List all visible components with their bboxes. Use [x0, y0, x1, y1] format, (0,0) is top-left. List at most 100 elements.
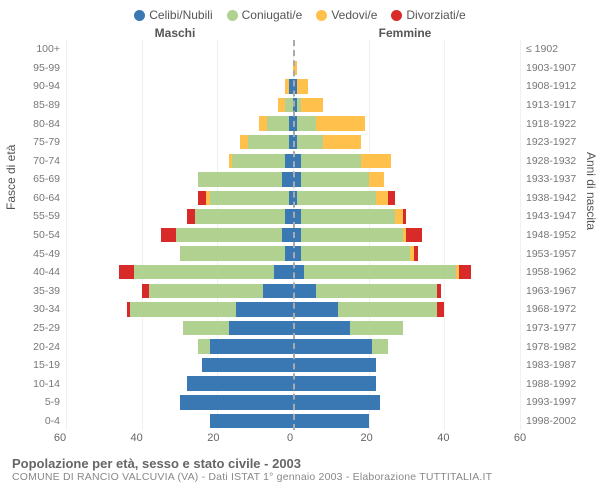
birthyear-tick: 1948-1952 — [526, 226, 592, 245]
segment — [301, 154, 362, 168]
birthyear-tick: ≤ 1902 — [526, 40, 592, 59]
population-pyramid-chart: Celibi/Nubili Coniugati/e Vedovi/e Divorzia… — [0, 0, 600, 500]
x-tick: 40 — [437, 432, 449, 444]
female-bar — [293, 172, 520, 186]
segment — [187, 376, 293, 390]
male-bar — [66, 98, 293, 112]
segment — [149, 284, 263, 298]
segment — [210, 191, 289, 205]
male-bar — [66, 284, 293, 298]
age-tick: 5-9 — [8, 393, 60, 412]
segment — [176, 228, 282, 242]
birthyear-tick: 1988-1992 — [526, 374, 592, 393]
segment — [293, 358, 376, 372]
female-bar — [293, 61, 520, 75]
birthyear-tick: 1903-1907 — [526, 59, 592, 78]
legend-item: Divorziati/e — [391, 8, 465, 22]
segment — [369, 172, 384, 186]
male-bar — [66, 135, 293, 149]
side-titles: Maschi Femmine — [0, 26, 600, 40]
age-tick: 70-74 — [8, 151, 60, 170]
segment — [198, 191, 206, 205]
plot-area: 100+95-9990-9485-8980-8475-7970-7465-696… — [0, 40, 600, 430]
age-tick: 0-4 — [8, 412, 60, 431]
segment — [282, 228, 293, 242]
segment — [229, 321, 293, 335]
female-bar — [293, 321, 520, 335]
segment — [297, 191, 376, 205]
female-title: Femmine — [290, 26, 600, 40]
segment — [293, 321, 350, 335]
x-tick: 20 — [361, 432, 373, 444]
chart-title: Popolazione per età, sesso e stato civil… — [12, 456, 588, 471]
segment — [198, 339, 209, 353]
birthyear-tick: 1993-1997 — [526, 393, 592, 412]
x-tick: 20 — [207, 432, 219, 444]
age-tick: 60-64 — [8, 189, 60, 208]
female-bar — [293, 154, 520, 168]
segment — [301, 209, 396, 223]
male-bar — [66, 376, 293, 390]
male-bar — [66, 116, 293, 130]
male-bar — [66, 321, 293, 335]
age-tick: 100+ — [8, 40, 60, 59]
legend-swatch — [391, 10, 402, 21]
birthyear-tick: 1973-1977 — [526, 319, 592, 338]
segment — [338, 302, 436, 316]
birthyear-tick: 1978-1982 — [526, 337, 592, 356]
age-tick: 40-44 — [8, 263, 60, 282]
female-bar — [293, 284, 520, 298]
legend-swatch — [227, 10, 238, 21]
birthyear-tick: 1933-1937 — [526, 170, 592, 189]
footer: Popolazione per età, sesso e stato civil… — [0, 450, 600, 483]
segment — [198, 172, 281, 186]
female-bar — [293, 228, 520, 242]
legend-label: Celibi/Nubili — [149, 8, 212, 22]
male-bar — [66, 191, 293, 205]
birthyear-tick: 1963-1967 — [526, 282, 592, 301]
segment — [316, 284, 437, 298]
segment — [372, 339, 387, 353]
birthyear-tick: 1968-1972 — [526, 300, 592, 319]
segment — [285, 98, 293, 112]
segment — [437, 284, 441, 298]
female-bar — [293, 358, 520, 372]
x-tick: 0 — [287, 432, 293, 444]
female-bar — [293, 414, 520, 428]
age-tick: 35-39 — [8, 282, 60, 301]
female-bar — [293, 135, 520, 149]
legend-item: Coniugati/e — [227, 8, 303, 22]
male-bar — [66, 414, 293, 428]
male-bar — [66, 172, 293, 186]
x-tick: 40 — [131, 432, 143, 444]
age-tick: 25-29 — [8, 319, 60, 338]
age-tick: 10-14 — [8, 374, 60, 393]
segment — [350, 321, 403, 335]
x-tick: 60 — [514, 432, 526, 444]
male-bar — [66, 395, 293, 409]
center-line — [293, 40, 295, 430]
female-bar — [293, 395, 520, 409]
segment — [403, 209, 407, 223]
segment — [285, 209, 293, 223]
segment — [297, 79, 308, 93]
legend-label: Coniugati/e — [242, 8, 303, 22]
male-bar — [66, 246, 293, 260]
segment — [293, 302, 338, 316]
chart-subtitle: COMUNE DI RANCIO VALCUVIA (VA) - Dati IS… — [12, 471, 588, 483]
age-tick: 20-24 — [8, 337, 60, 356]
age-tick: 75-79 — [8, 133, 60, 152]
birthyear-tick: 1998-2002 — [526, 412, 592, 431]
segment — [293, 414, 369, 428]
birthyear-tick: 1923-1927 — [526, 133, 592, 152]
segment — [301, 246, 411, 260]
birth-year-axis: ≤ 19021903-19071908-19121913-19171918-19… — [520, 40, 592, 430]
segment — [248, 135, 290, 149]
segment — [232, 154, 285, 168]
legend-label: Vedovi/e — [331, 8, 377, 22]
segment — [274, 265, 293, 279]
segment — [459, 265, 470, 279]
male-bar — [66, 209, 293, 223]
age-axis: 100+95-9990-9485-8980-8475-7970-7465-696… — [8, 40, 66, 430]
female-bar — [293, 79, 520, 93]
